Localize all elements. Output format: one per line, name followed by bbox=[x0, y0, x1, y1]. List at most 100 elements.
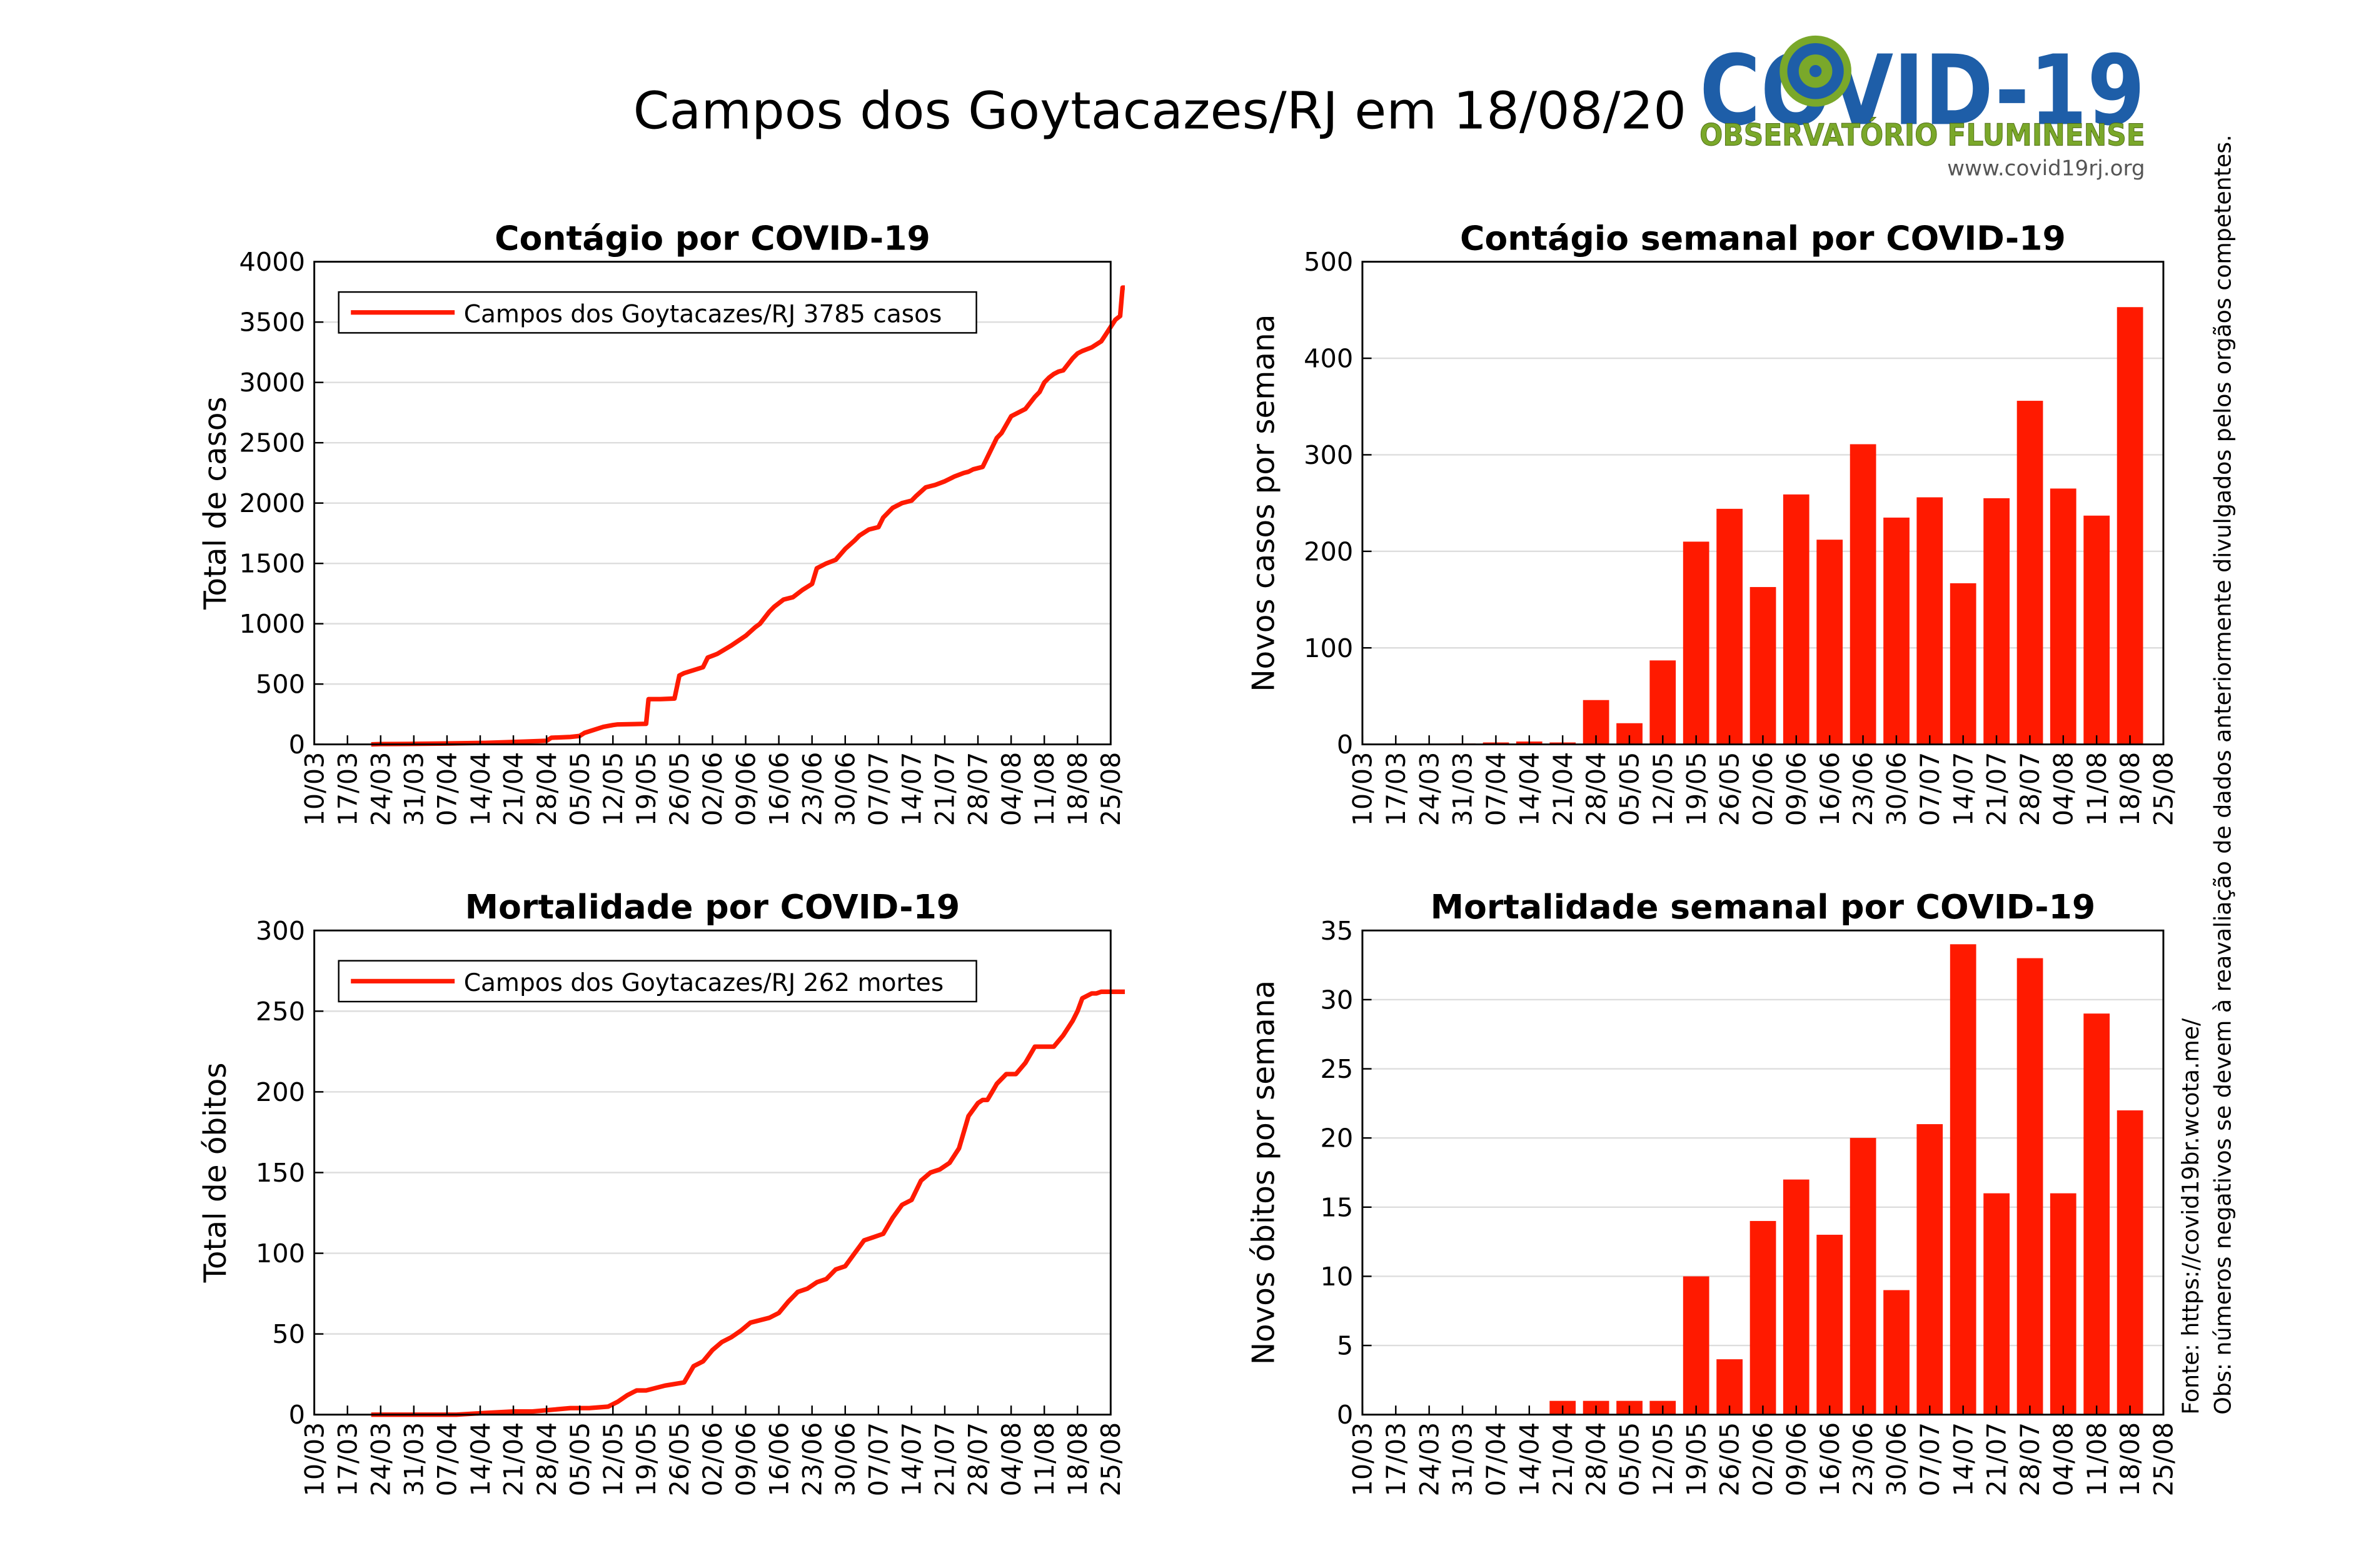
x-tick-label: 16/06 bbox=[764, 1422, 794, 1497]
bar bbox=[1716, 1359, 1743, 1415]
x-tick-label: 18/08 bbox=[2115, 752, 2145, 827]
bar bbox=[1749, 1220, 1776, 1415]
x-tick-label: 26/05 bbox=[665, 1422, 695, 1497]
x-tick-label: 02/06 bbox=[1748, 752, 1778, 827]
x-tick-label: 18/08 bbox=[1063, 752, 1093, 827]
x-tick-label: 24/03 bbox=[1414, 752, 1444, 827]
x-tick-label: 10/03 bbox=[1347, 1422, 1377, 1497]
x-tick-label: 04/08 bbox=[2048, 752, 2078, 827]
x-tick-label: 21/04 bbox=[1548, 1422, 1578, 1497]
x-tick-label: 26/05 bbox=[1714, 752, 1744, 827]
x-tick-label: 12/05 bbox=[598, 1422, 628, 1497]
series-line bbox=[371, 285, 1125, 747]
bar bbox=[1916, 497, 1943, 745]
y-tick-label: 0 bbox=[1337, 1400, 1353, 1430]
x-tick-label: 18/08 bbox=[1063, 1422, 1093, 1497]
chart-title: Contágio semanal por COVID-19 bbox=[1460, 219, 2066, 258]
x-tick-label: 24/03 bbox=[1414, 1422, 1444, 1497]
chart-title: Mortalidade semanal por COVID-19 bbox=[1431, 887, 2096, 927]
x-tick-label: 28/04 bbox=[532, 752, 562, 827]
bar bbox=[1783, 1179, 1810, 1415]
x-tick-label: 05/05 bbox=[1614, 1422, 1644, 1497]
x-tick-label: 21/04 bbox=[499, 752, 529, 827]
x-tick-label: 31/03 bbox=[399, 1422, 429, 1497]
x-tick-label: 17/03 bbox=[333, 1422, 363, 1497]
bar bbox=[2050, 488, 2077, 745]
bar bbox=[2016, 958, 2043, 1415]
bar bbox=[1683, 1276, 1709, 1415]
x-tick-label: 23/06 bbox=[797, 752, 827, 827]
x-tick-label: 09/06 bbox=[731, 1422, 761, 1497]
y-axis-label: Novos casos por semana bbox=[1246, 314, 1281, 692]
x-tick-label: 04/08 bbox=[997, 752, 1027, 827]
y-tick-label: 300 bbox=[256, 916, 305, 946]
chart-title: Mortalidade por COVID-19 bbox=[465, 887, 960, 927]
x-tick-label: 17/03 bbox=[333, 752, 363, 827]
x-tick-label: 21/07 bbox=[1981, 752, 2011, 827]
x-tick-label: 25/08 bbox=[1096, 1422, 1126, 1497]
x-tick-label: 11/08 bbox=[2082, 1422, 2112, 1497]
x-tick-label: 09/06 bbox=[1781, 752, 1811, 827]
x-tick-label: 19/05 bbox=[1681, 752, 1711, 827]
x-tick-label: 30/06 bbox=[830, 1422, 860, 1497]
x-tick-label: 31/03 bbox=[399, 752, 429, 827]
legend: Campos dos Goytacazes/RJ 262 mortes bbox=[338, 960, 977, 1003]
y-tick-label: 200 bbox=[1304, 537, 1353, 567]
x-tick-label: 12/05 bbox=[1648, 1422, 1678, 1497]
x-tick-label: 12/05 bbox=[1648, 752, 1678, 827]
y-tick-label: 5 bbox=[1337, 1331, 1353, 1361]
x-tick-label: 11/08 bbox=[1030, 1422, 1060, 1497]
y-tick-label: 15 bbox=[1321, 1192, 1354, 1222]
bar bbox=[1983, 1193, 2010, 1415]
x-tick-label: 07/07 bbox=[863, 752, 894, 827]
virus-icon bbox=[1780, 35, 1851, 107]
logo-subtitle: OBSERVATÓRIO FLUMINENSE bbox=[1699, 118, 2145, 153]
bar bbox=[1850, 1138, 1876, 1415]
page-title: Campos dos Goytacazes/RJ em 18/08/20 bbox=[633, 81, 1686, 141]
x-tick-label: 05/05 bbox=[565, 752, 595, 827]
bar bbox=[1916, 1124, 1943, 1415]
x-tick-label: 14/07 bbox=[1948, 1422, 1978, 1497]
bar bbox=[1683, 541, 1709, 745]
legend-label: Campos dos Goytacazes/RJ 262 mortes bbox=[464, 969, 944, 997]
y-tick-label: 35 bbox=[1321, 916, 1354, 946]
x-tick-label: 05/05 bbox=[565, 1422, 595, 1497]
bar bbox=[1749, 586, 1776, 745]
x-tick-label: 16/06 bbox=[1815, 752, 1845, 827]
x-tick-label: 07/07 bbox=[1915, 752, 1945, 827]
side-note-source: Fonte: https://covid19br.wcota.me/ bbox=[2177, 1018, 2204, 1415]
x-tick-label: 07/04 bbox=[1481, 752, 1511, 827]
x-tick-label: 28/04 bbox=[1581, 1422, 1611, 1497]
bar bbox=[1950, 583, 1976, 745]
x-tick-label: 24/03 bbox=[366, 1422, 396, 1497]
bar bbox=[1816, 540, 1843, 745]
y-tick-label: 300 bbox=[1304, 440, 1353, 470]
logo-main-text: COVID-19 bbox=[1699, 34, 2145, 147]
y-axis-label: Total de óbitos bbox=[198, 1063, 233, 1284]
x-tick-label: 14/07 bbox=[897, 752, 927, 827]
x-tick-label: 28/07 bbox=[2015, 1422, 2045, 1497]
x-tick-label: 16/06 bbox=[1815, 1422, 1845, 1497]
x-tick-label: 04/08 bbox=[997, 1422, 1027, 1497]
x-tick-label: 09/06 bbox=[1781, 1422, 1811, 1497]
y-tick-label: 3000 bbox=[239, 368, 305, 398]
x-tick-label: 02/06 bbox=[698, 1422, 728, 1497]
y-tick-label: 25 bbox=[1321, 1054, 1354, 1084]
bar bbox=[1983, 498, 2010, 745]
x-tick-label: 11/08 bbox=[2082, 752, 2112, 827]
x-tick-label: 17/03 bbox=[1381, 752, 1411, 827]
x-tick-label: 26/05 bbox=[1714, 1422, 1744, 1497]
x-tick-label: 23/06 bbox=[1848, 1422, 1878, 1497]
chart-title: Contágio por COVID-19 bbox=[495, 219, 930, 258]
x-tick-label: 16/06 bbox=[764, 752, 794, 827]
x-tick-label: 07/07 bbox=[863, 1422, 894, 1497]
y-axis-label: Total de casos bbox=[198, 396, 233, 610]
bar bbox=[1783, 494, 1810, 745]
x-tick-label: 07/07 bbox=[1915, 1422, 1945, 1497]
x-tick-label: 02/06 bbox=[698, 752, 728, 827]
x-tick-label: 28/07 bbox=[964, 752, 994, 827]
x-tick-label: 10/03 bbox=[300, 1422, 330, 1497]
